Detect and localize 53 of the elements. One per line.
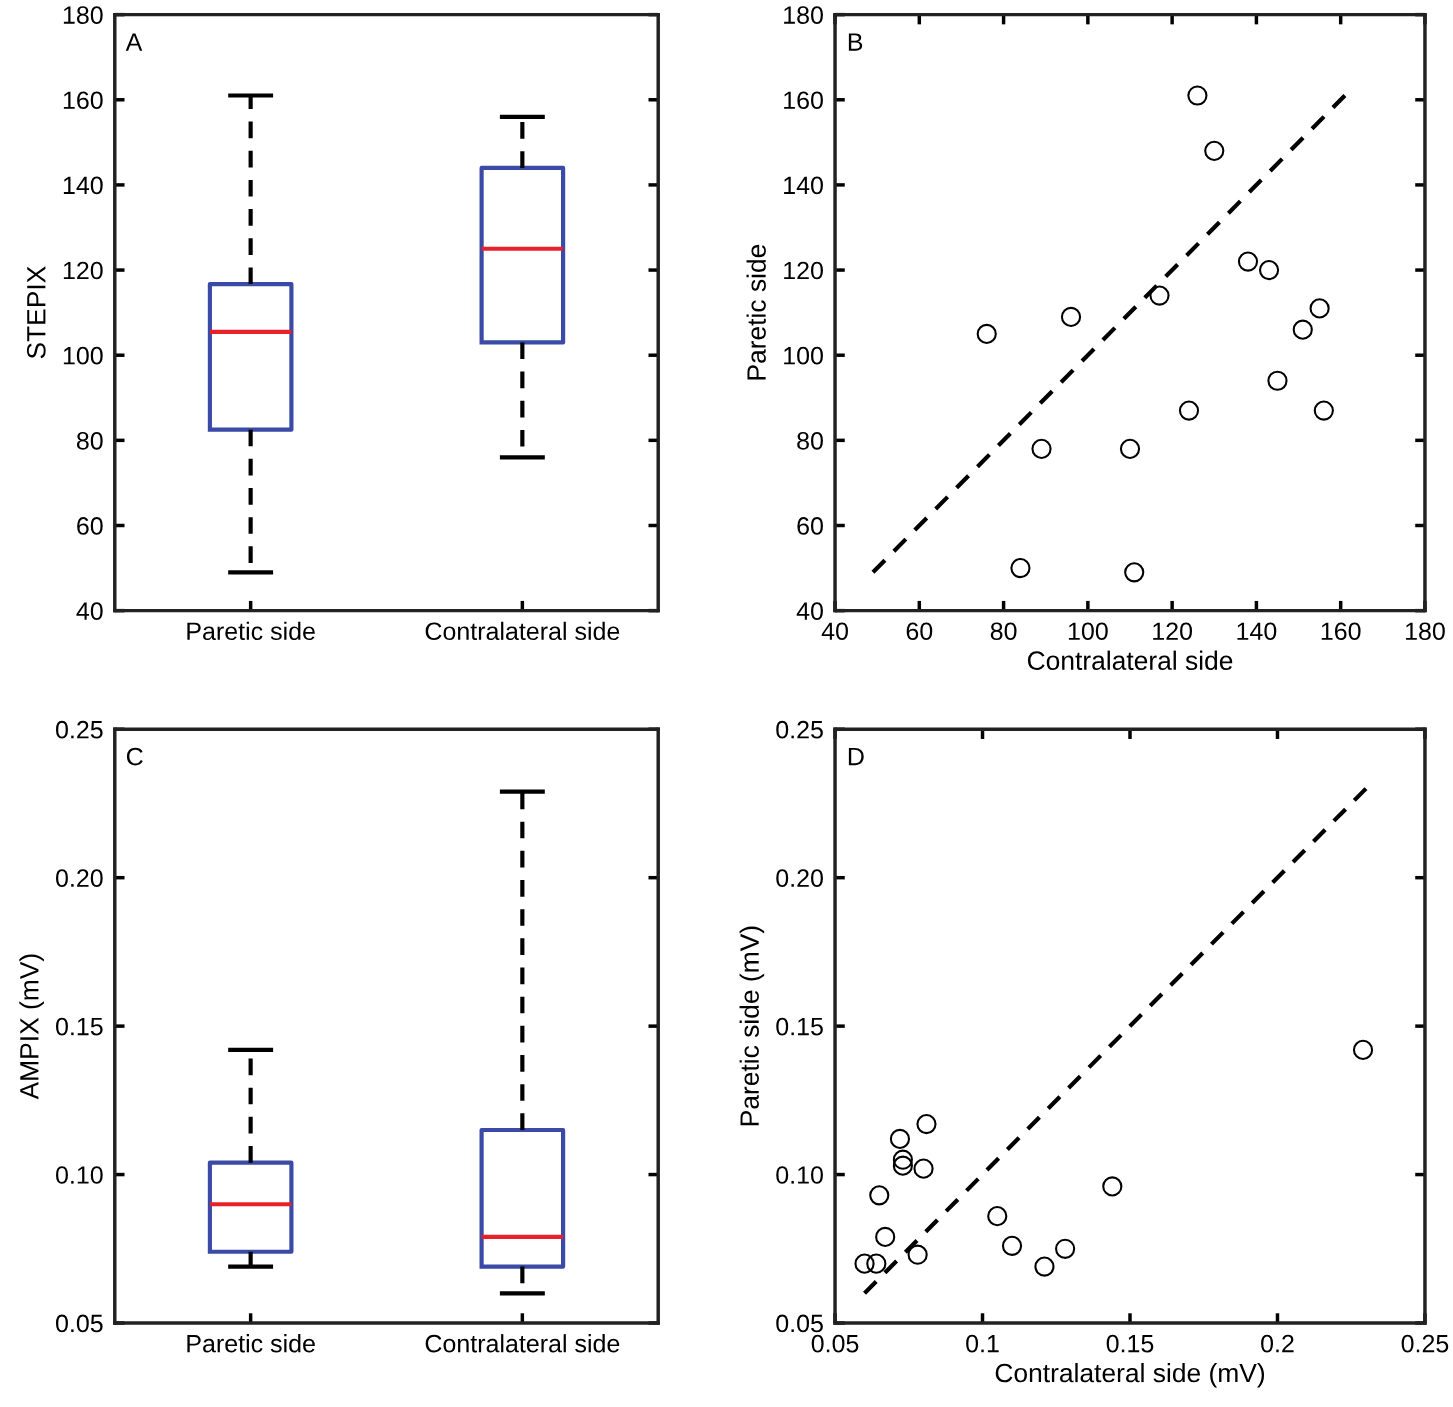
y-tick-label: 0.15 [776, 1017, 823, 1036]
y-tick-label: 120 [63, 261, 103, 280]
y-tick-label: 100 [784, 346, 823, 365]
y-tick-label: 0.20 [56, 869, 103, 887]
x-tick-label: Paretic side [187, 621, 315, 641]
x-tick-label: 120 [1153, 622, 1193, 641]
y-tick-label: 60 [797, 517, 823, 535]
x-axis-title: Contralateral side (mV) [995, 1362, 1265, 1388]
y-tick-label: 0.25 [56, 720, 103, 739]
y-tick-label: 160 [63, 91, 103, 110]
x-tick-label: 140 [1237, 622, 1277, 641]
y-axis-title: Paretic side [746, 244, 766, 380]
x-tick-label: 60 [906, 622, 933, 641]
y-tick-label: 100 [63, 346, 103, 365]
x-axis-title: Contralateral side [1027, 650, 1233, 670]
x-tick-label: Contralateral side [425, 1334, 620, 1353]
y-axis-title: AMPIX (mV) [19, 954, 44, 1100]
y-axis-title: Paretic side (mV) [739, 926, 765, 1126]
annotation: C [126, 747, 143, 766]
x-tick-label: Contralateral side [425, 621, 620, 641]
y-tick-label: 0.25 [776, 720, 823, 739]
y-tick-label: 180 [63, 6, 103, 24]
y-tick-label: 160 [784, 91, 823, 110]
x-tick-label: 160 [1321, 622, 1361, 641]
y-axis-title: STEPIX [26, 266, 46, 359]
y-tick-label: 0.05 [56, 1314, 103, 1333]
y-tick-label: 0.10 [56, 1166, 103, 1184]
y-tick-label: 120 [784, 261, 823, 280]
y-tick-label: 60 [77, 517, 103, 535]
y-tick-label: 180 [784, 6, 823, 24]
x-tick-label: 100 [1068, 622, 1108, 641]
x-tick-label: 80 [990, 622, 1017, 641]
x-tick-label: 0.05 [811, 1334, 859, 1353]
y-tick-label: 140 [784, 176, 823, 195]
annotation: D [848, 747, 864, 766]
y-tick-label: 0.05 [776, 1314, 823, 1333]
x-tick-label: 0.1 [966, 1334, 999, 1353]
y-tick-label: 40 [796, 602, 823, 620]
x-tick-label: 0.2 [1261, 1334, 1294, 1353]
y-tick-label: 0.20 [776, 869, 823, 887]
y-tick-label: 80 [797, 431, 823, 450]
y-tick-label: 0.10 [776, 1166, 823, 1184]
annotation: A [125, 33, 143, 51]
y-tick-label: 140 [63, 176, 103, 195]
x-tick-label: 0.15 [1106, 1334, 1154, 1353]
y-tick-label: 40 [76, 602, 103, 620]
x-tick-label: 40 [821, 622, 848, 641]
x-tick-label: Paretic side [187, 1334, 315, 1353]
y-tick-label: 80 [76, 431, 103, 450]
x-tick-label: 180 [1406, 622, 1445, 641]
y-tick-label: 0.15 [56, 1017, 103, 1036]
x-tick-label: 0.25 [1401, 1334, 1449, 1353]
annotation: B [848, 33, 863, 51]
